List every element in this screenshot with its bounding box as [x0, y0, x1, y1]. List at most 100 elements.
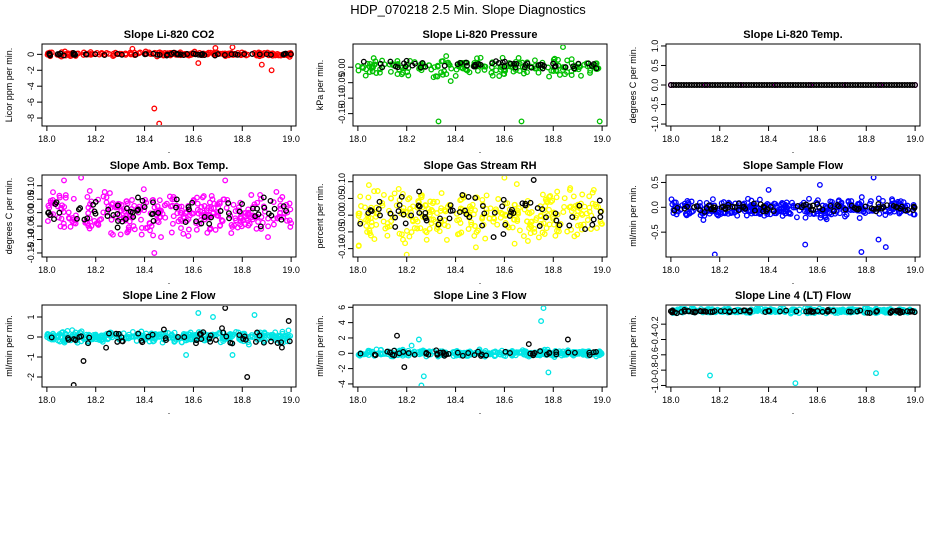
data-point [104, 335, 111, 342]
data-point [596, 118, 603, 125]
data-point [103, 344, 110, 351]
data-point [194, 194, 200, 201]
data-point [734, 212, 741, 219]
chart-panel: Slope Line 2 Flow 18.0 18.2 18.4 18.6 18.8 19.… [4, 290, 300, 416]
data-point [105, 203, 112, 210]
data-point [273, 188, 280, 195]
data-point [265, 234, 271, 241]
data-point [889, 197, 896, 204]
x-tick-label: 18.6 [809, 265, 827, 275]
data-point [114, 50, 121, 57]
data-point [411, 225, 418, 232]
data-point [420, 373, 427, 380]
data-point [256, 51, 263, 58]
data-point [433, 347, 440, 354]
data-point [245, 341, 252, 348]
data-point [808, 308, 815, 315]
data-point [214, 51, 221, 58]
data-point [522, 61, 529, 68]
data-point [178, 339, 185, 346]
data-point [222, 306, 229, 311]
data-point [552, 210, 559, 217]
x-tick-label: 18.4 [136, 265, 154, 275]
data-point [757, 201, 764, 208]
data-point [879, 197, 886, 204]
data-point [366, 230, 373, 237]
x-tick-label: 18.8 [545, 134, 563, 144]
data-point [408, 212, 415, 219]
data-point [142, 334, 149, 341]
data-point [280, 203, 287, 210]
data-point [277, 202, 284, 209]
data-point [422, 228, 429, 235]
data-point [395, 185, 402, 192]
data-point [384, 232, 391, 239]
x-tick-label: 18.8 [234, 265, 252, 275]
x-tick-label: 19.0 [593, 395, 611, 405]
data-point [597, 214, 604, 220]
data-point [201, 214, 208, 220]
data-point [394, 64, 401, 71]
y-tick-label: 4 [337, 320, 347, 325]
data-point [123, 205, 130, 212]
y-tick-label: -0.05 [337, 222, 347, 243]
data-point [531, 229, 538, 235]
y-tick-label: 0.05 [337, 190, 347, 208]
data-point [541, 231, 548, 237]
data-point [596, 197, 603, 204]
data-point [411, 351, 418, 358]
data-point [592, 201, 599, 208]
data-point [428, 207, 435, 213]
data-point [443, 236, 450, 243]
data-point [792, 380, 799, 386]
y-tick-label: -0.10 [337, 88, 347, 109]
data-point [911, 309, 918, 316]
data-point [524, 218, 531, 225]
x-tick-label: 18.2 [711, 395, 729, 405]
data-point [167, 203, 174, 210]
data-point [496, 73, 503, 79]
data-point [360, 64, 367, 71]
plot-frame [41, 174, 297, 258]
plot-frame [352, 174, 608, 258]
data-point [85, 210, 92, 217]
data-point [416, 209, 423, 216]
data-point [512, 67, 519, 73]
data-point [193, 218, 200, 225]
data-point [552, 232, 559, 239]
data-point [471, 352, 478, 359]
data-point [198, 51, 205, 58]
y-tick-label: 2 [337, 335, 347, 340]
data-point [395, 208, 402, 215]
data-point [750, 200, 757, 207]
x-tick-label: 18.0 [38, 134, 56, 144]
data-point [355, 210, 362, 217]
data-point [746, 309, 753, 315]
data-point [195, 51, 202, 58]
x-axis-label: . [168, 406, 171, 416]
data-point [360, 58, 367, 65]
data-point [572, 203, 579, 209]
data-point [365, 209, 372, 216]
data-point [135, 330, 142, 337]
data-point [156, 197, 163, 204]
data-point [524, 209, 531, 216]
data-point [394, 58, 401, 64]
data-point [856, 215, 863, 221]
data-point [509, 224, 516, 231]
data-point [143, 51, 149, 58]
data-point [169, 220, 176, 227]
data-point [155, 209, 162, 216]
data-point [527, 350, 534, 357]
data-point [238, 214, 244, 220]
data-point [878, 205, 885, 212]
data-point [502, 221, 509, 228]
data-point [855, 205, 862, 212]
data-point [122, 216, 129, 222]
data-point [554, 227, 560, 234]
data-point [363, 222, 370, 229]
data-point [275, 332, 282, 339]
data-point [434, 73, 441, 80]
data-point [479, 222, 486, 229]
data-point [888, 307, 895, 314]
